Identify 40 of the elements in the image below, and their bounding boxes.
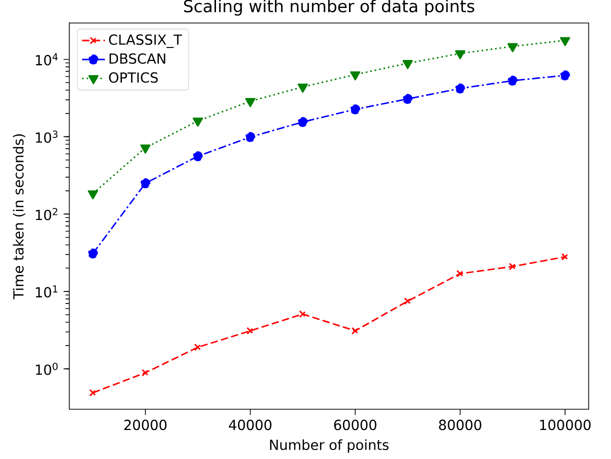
- point: [192, 118, 203, 127]
- y-tick-label: 10$^{0}$: [36, 362, 58, 375]
- point: [192, 151, 203, 162]
- point: [88, 190, 98, 200]
- legend-label: CLASSIX_T: [109, 34, 182, 48]
- point: [245, 132, 256, 142]
- point: [455, 83, 466, 94]
- point: [561, 253, 569, 261]
- point: [350, 71, 360, 80]
- x-axis-title: Number of points: [270, 439, 389, 453]
- x-tick-label: 20000: [124, 420, 166, 430]
- point: [402, 60, 413, 70]
- point: [455, 50, 466, 60]
- y-tick-label: 10$^{1}$: [36, 285, 58, 298]
- point: [140, 178, 150, 188]
- point: [351, 327, 359, 335]
- y-tick-label: 10$^{2}$: [36, 208, 58, 220]
- point: [560, 70, 570, 80]
- point: [456, 270, 464, 278]
- y-tick-label: 10$^{4}$: [36, 53, 58, 66]
- x-tick-label: 40000: [228, 420, 272, 430]
- point: [350, 104, 360, 114]
- y-axis-title: Time taken (in seconds): [12, 134, 26, 300]
- legend-label: DBSCAN: [110, 53, 166, 64]
- point: [508, 262, 516, 270]
- x-tick-label: 80000: [439, 420, 482, 430]
- y-tick-label: 10$^{3}$: [36, 130, 58, 143]
- point: [508, 76, 518, 86]
- point: [140, 144, 150, 154]
- x-tick-label: 60000: [334, 420, 376, 430]
- point: [245, 98, 256, 108]
- legend-label: OPTICS: [109, 72, 158, 83]
- point: [298, 116, 308, 127]
- point: [88, 248, 98, 258]
- point: [404, 297, 412, 305]
- point: [507, 43, 518, 52]
- point: [560, 37, 570, 46]
- x-tick-label: 100000: [540, 420, 591, 430]
- point: [298, 84, 308, 93]
- point: [402, 94, 413, 104]
